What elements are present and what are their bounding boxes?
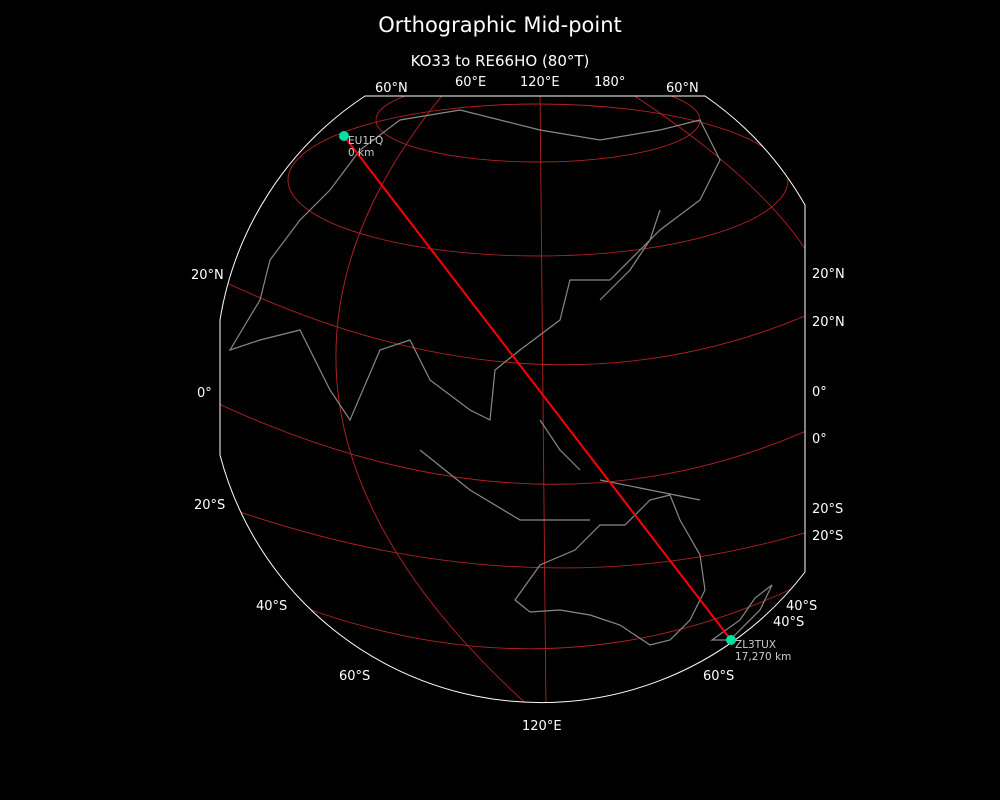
label-right-1: 20°N [812, 315, 845, 330]
label-right-6: 40°S [786, 599, 817, 614]
label-bottom-0: 120°E [522, 719, 562, 734]
label-left-0: 20°N [191, 268, 224, 283]
map-title: Orthographic Mid-point [378, 13, 622, 37]
label-right-8: 60°S [703, 669, 734, 684]
label-right-3: 0° [812, 432, 827, 447]
parallel-20n [220, 269, 805, 366]
parallel-20s [220, 504, 805, 569]
parallel-40s [259, 584, 801, 650]
meridian-60e [335, 96, 541, 703]
globe-edge [219, 95, 806, 704]
great-circle-path [343, 135, 732, 641]
label-right-7: 40°S [773, 615, 804, 630]
meridian-120e [539, 96, 547, 703]
station-marker-end[interactable] [726, 635, 736, 645]
label-left-2: 20°S [194, 498, 225, 513]
label-top-4: 60°N [666, 81, 699, 96]
coast-japan [599, 209, 661, 301]
coast-asia [228, 109, 721, 422]
parallel-60n [287, 103, 789, 257]
coast-australia [514, 494, 706, 646]
label-top-3: 180° [594, 75, 625, 90]
label-left-4: 60°S [339, 669, 370, 684]
coastlines [228, 109, 773, 646]
meridian-180 [609, 96, 805, 301]
label-top-2: 120°E [520, 75, 560, 90]
label-top-0: 60°N [375, 81, 408, 96]
grid-labels: 60°N 60°E 120°E 180° 60°N 20°N 0° 20°S 4… [191, 75, 845, 734]
label-top-1: 60°E [455, 75, 486, 90]
station-distance-start: 0 km [348, 147, 374, 159]
graticule [220, 96, 805, 703]
parallel-80n [375, 96, 701, 163]
station-call-end: ZL3TUX [735, 639, 776, 651]
globe-content [220, 96, 805, 703]
label-right-0: 20°N [812, 267, 845, 282]
station-distance-end: 17,270 km [735, 651, 791, 663]
label-right-5: 20°S [812, 529, 843, 544]
coast-indonesia [419, 419, 701, 521]
parallel-0 [220, 394, 805, 485]
map-subtitle: KO33 to RE66HO (80°T) [410, 52, 590, 70]
label-left-3: 40°S [256, 599, 287, 614]
station-call-start: EU1FQ [348, 135, 383, 147]
label-left-1: 0° [197, 386, 212, 401]
label-right-2: 0° [812, 385, 827, 400]
label-right-4: 20°S [812, 502, 843, 517]
station-marker-start[interactable] [339, 131, 349, 141]
coast-new-zealand [710, 584, 773, 641]
